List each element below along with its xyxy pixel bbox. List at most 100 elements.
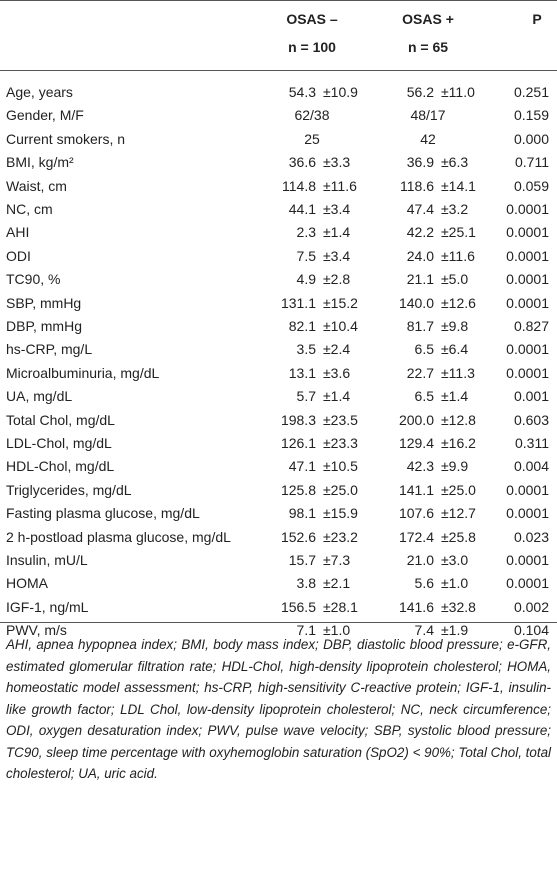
row-label: AHI: [6, 224, 30, 241]
mean-value: 13.1: [288, 364, 316, 381]
p-value: 0.0001: [506, 364, 549, 381]
mean-value: 4.9: [296, 271, 316, 288]
sd-value: ±3.0: [441, 552, 469, 568]
sd-value: ±12.7: [441, 505, 476, 522]
sd-value: ±15.2: [323, 294, 358, 311]
mean-value: 114.8: [282, 177, 316, 194]
p-value: 0.0001: [506, 552, 549, 568]
mean-value: 82.1: [288, 318, 316, 334]
sd-value: ±3.6: [323, 364, 351, 381]
cell-value: 25: [304, 130, 320, 147]
sd-value: ±2.8: [323, 271, 351, 288]
sd-value: ±6.4: [441, 341, 469, 358]
mean-value: 140.0: [398, 294, 434, 311]
p-value: 0.827: [513, 318, 549, 334]
row-label: Microalbuminuria, mg/dL: [6, 364, 160, 381]
mean-value: 36.6: [288, 154, 316, 171]
row-label: Age, years: [6, 84, 73, 100]
mean-value: 22.7: [406, 364, 434, 381]
mean-value: 2.3: [296, 224, 316, 241]
row-label: Current smokers, n: [6, 130, 126, 147]
sd-value: ±11.6: [441, 247, 475, 264]
mean-value: 7.5: [296, 247, 316, 264]
mean-value: 3.5: [296, 341, 316, 358]
row-label: Total Chol, mg/dL: [6, 411, 115, 428]
mean-value: 42.3: [406, 458, 434, 475]
p-value: 0.0001: [506, 271, 549, 288]
sd-value: ±7.3: [323, 552, 351, 568]
row-label: 2 h-postload plasma glucose, mg/dL: [6, 528, 231, 545]
mean-value: 5.6: [414, 575, 434, 592]
sd-value: ±6.3: [441, 154, 469, 171]
sd-value: ±12.8: [441, 411, 476, 428]
sd-value: ±2.4: [323, 341, 351, 358]
cell-value: 48/17: [410, 107, 446, 124]
sd-value: ±16.2: [441, 435, 476, 451]
p-value: 0.311: [515, 435, 549, 451]
row-label: Gender, M/F: [6, 107, 84, 124]
column-header: P: [532, 11, 542, 27]
p-value: 0.0001: [506, 294, 549, 311]
sd-value: ±23.5: [323, 411, 358, 428]
mean-value: 131.1: [280, 294, 316, 311]
mean-value: 7.4: [414, 622, 434, 639]
mean-value: 5.7: [296, 388, 316, 405]
cell-value: 42: [420, 130, 436, 147]
mean-value: 21.0: [406, 552, 434, 568]
row-label: NC, cm: [6, 201, 53, 217]
p-value: 0.000: [513, 130, 549, 147]
column-header: n = 65: [407, 39, 449, 55]
rule: [0, 622, 557, 623]
mean-value: 6.5: [414, 388, 434, 405]
p-value: 0.711: [515, 154, 549, 171]
sd-value: ±3.3: [323, 154, 351, 171]
row-label: DBP, mmHg: [6, 318, 82, 334]
sd-value: ±3.4: [323, 247, 351, 264]
p-value: 0.0001: [506, 481, 549, 498]
mean-value: 141.1: [398, 481, 434, 498]
sd-value: ±3.4: [323, 201, 351, 217]
sd-value: ±1.9: [441, 622, 469, 639]
row-label: UA, mg/dL: [6, 388, 73, 405]
sd-value: ±1.4: [323, 224, 351, 241]
mean-value: 107.6: [398, 505, 434, 522]
row-label: HDL-Chol, mg/dL: [6, 458, 115, 475]
sd-value: ±1.0: [323, 622, 351, 639]
mean-value: 47.1: [288, 458, 316, 475]
row-label: Waist, cm: [6, 177, 67, 194]
sd-value: ±12.6: [441, 294, 476, 311]
p-value: 0.059: [513, 177, 549, 194]
sd-value: ±11.3: [441, 364, 475, 381]
column-header: n = 100: [288, 39, 336, 55]
p-value: 0.0001: [506, 247, 549, 264]
sd-value: ±1.4: [441, 388, 469, 405]
row-label: PWV, m/s: [6, 622, 67, 639]
p-value: 0.251: [513, 84, 549, 100]
sd-value: ±9.8: [441, 318, 469, 334]
p-value: 0.603: [513, 411, 549, 428]
p-value: 0.0001: [506, 341, 549, 358]
row-label: LDL-Chol, mg/dL: [6, 435, 112, 451]
p-value: 0.0001: [506, 201, 549, 217]
mean-value: 15.7: [288, 552, 316, 568]
row-label: IGF-1, ng/mL: [6, 598, 89, 615]
sd-value: ±1.0: [441, 575, 469, 592]
sd-value: ±25.8: [441, 528, 476, 545]
row-label: Triglycerides, mg/dL: [6, 481, 132, 498]
row-label: Insulin, mU/L: [6, 552, 88, 568]
mean-value: 126.1: [280, 435, 316, 451]
mean-value: 47.4: [406, 201, 434, 217]
footnote: AHI, apnea hypopnea index; BMI, body mas…: [6, 637, 551, 781]
row-label: HOMA: [6, 575, 48, 592]
sd-value: ±25.0: [323, 481, 358, 498]
sd-value: ±23.3: [323, 435, 358, 451]
sd-value: ±1.4: [323, 388, 351, 405]
sd-value: ±2.1: [323, 575, 351, 592]
sd-value: ±23.2: [323, 528, 358, 545]
p-value: 0.159: [513, 107, 549, 124]
mean-value: 42.2: [406, 224, 434, 241]
sd-value: ±5.0: [441, 271, 469, 288]
sd-value: ±14.1: [441, 177, 476, 194]
sd-value: ±10.4: [323, 318, 358, 334]
